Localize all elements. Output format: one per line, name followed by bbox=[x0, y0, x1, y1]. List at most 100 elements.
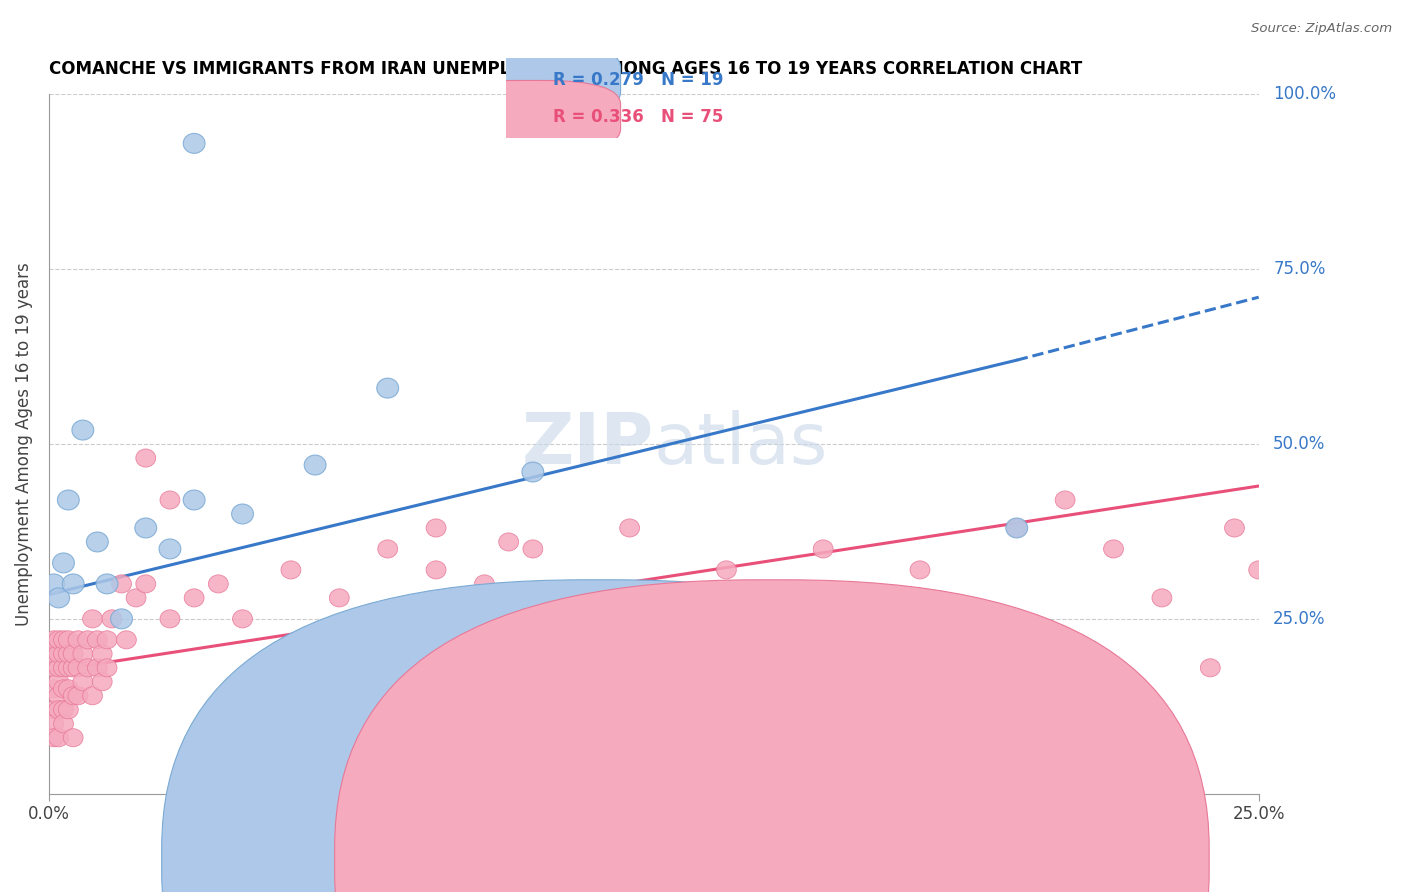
Ellipse shape bbox=[117, 631, 136, 648]
Ellipse shape bbox=[63, 687, 83, 705]
Ellipse shape bbox=[49, 673, 69, 690]
Ellipse shape bbox=[232, 504, 253, 524]
Ellipse shape bbox=[208, 574, 228, 593]
Ellipse shape bbox=[63, 645, 83, 663]
Ellipse shape bbox=[48, 588, 69, 607]
Text: 100.0%: 100.0% bbox=[1274, 86, 1336, 103]
Text: atlas: atlas bbox=[654, 409, 828, 478]
Ellipse shape bbox=[87, 659, 107, 677]
Ellipse shape bbox=[44, 680, 63, 698]
Ellipse shape bbox=[59, 701, 79, 719]
FancyBboxPatch shape bbox=[439, 80, 620, 153]
Ellipse shape bbox=[44, 729, 63, 747]
Ellipse shape bbox=[49, 659, 69, 677]
FancyBboxPatch shape bbox=[439, 44, 620, 116]
Ellipse shape bbox=[160, 491, 180, 509]
Ellipse shape bbox=[127, 589, 146, 607]
Ellipse shape bbox=[183, 490, 205, 510]
Ellipse shape bbox=[184, 589, 204, 607]
Ellipse shape bbox=[49, 701, 69, 719]
Ellipse shape bbox=[93, 673, 112, 690]
Ellipse shape bbox=[159, 539, 181, 559]
Text: Immigrants from Iran: Immigrants from Iran bbox=[808, 852, 986, 870]
Ellipse shape bbox=[44, 631, 63, 648]
Text: ZIP: ZIP bbox=[522, 409, 654, 478]
Ellipse shape bbox=[183, 134, 205, 153]
Ellipse shape bbox=[475, 574, 495, 593]
Text: Comanche: Comanche bbox=[640, 852, 728, 870]
Ellipse shape bbox=[789, 651, 810, 671]
Ellipse shape bbox=[53, 714, 73, 733]
Ellipse shape bbox=[73, 645, 93, 663]
Ellipse shape bbox=[59, 645, 79, 663]
Ellipse shape bbox=[53, 645, 73, 663]
Ellipse shape bbox=[53, 631, 73, 648]
Ellipse shape bbox=[73, 673, 93, 690]
Ellipse shape bbox=[232, 610, 253, 628]
Ellipse shape bbox=[620, 519, 640, 537]
Ellipse shape bbox=[136, 449, 156, 467]
Ellipse shape bbox=[136, 574, 156, 593]
Ellipse shape bbox=[67, 659, 89, 677]
Ellipse shape bbox=[59, 631, 79, 648]
Ellipse shape bbox=[63, 659, 83, 677]
Ellipse shape bbox=[135, 518, 156, 538]
Ellipse shape bbox=[44, 645, 63, 663]
Ellipse shape bbox=[378, 540, 398, 558]
Ellipse shape bbox=[523, 540, 543, 558]
Text: 25.0%: 25.0% bbox=[1274, 610, 1326, 628]
Ellipse shape bbox=[499, 533, 519, 551]
Ellipse shape bbox=[1007, 519, 1026, 537]
Ellipse shape bbox=[329, 589, 349, 607]
Ellipse shape bbox=[67, 631, 89, 648]
Ellipse shape bbox=[49, 645, 69, 663]
Ellipse shape bbox=[111, 574, 132, 593]
Ellipse shape bbox=[53, 701, 73, 719]
Ellipse shape bbox=[77, 659, 97, 677]
Ellipse shape bbox=[53, 659, 73, 677]
Ellipse shape bbox=[87, 631, 107, 648]
Ellipse shape bbox=[281, 561, 301, 579]
Ellipse shape bbox=[58, 490, 79, 510]
Ellipse shape bbox=[44, 659, 63, 677]
Ellipse shape bbox=[910, 561, 929, 579]
Ellipse shape bbox=[72, 420, 94, 440]
Ellipse shape bbox=[59, 659, 79, 677]
Ellipse shape bbox=[1152, 589, 1171, 607]
Ellipse shape bbox=[93, 645, 112, 663]
Ellipse shape bbox=[49, 729, 69, 747]
Ellipse shape bbox=[44, 701, 63, 719]
Ellipse shape bbox=[522, 462, 544, 482]
Ellipse shape bbox=[62, 574, 84, 594]
Ellipse shape bbox=[1249, 561, 1268, 579]
Ellipse shape bbox=[97, 631, 117, 648]
Ellipse shape bbox=[426, 519, 446, 537]
Ellipse shape bbox=[377, 378, 399, 398]
Text: 50.0%: 50.0% bbox=[1274, 435, 1326, 453]
Ellipse shape bbox=[44, 574, 65, 594]
Ellipse shape bbox=[44, 714, 63, 733]
Ellipse shape bbox=[83, 610, 103, 628]
Ellipse shape bbox=[53, 680, 73, 698]
Y-axis label: Unemployment Among Ages 16 to 19 years: Unemployment Among Ages 16 to 19 years bbox=[15, 262, 32, 626]
Ellipse shape bbox=[304, 455, 326, 475]
Ellipse shape bbox=[52, 553, 75, 573]
Ellipse shape bbox=[49, 631, 69, 648]
Ellipse shape bbox=[426, 561, 446, 579]
Ellipse shape bbox=[111, 609, 132, 629]
Ellipse shape bbox=[765, 589, 785, 607]
Ellipse shape bbox=[97, 659, 117, 677]
Text: R = 0.279   N = 19: R = 0.279 N = 19 bbox=[553, 70, 724, 88]
Ellipse shape bbox=[813, 540, 834, 558]
Ellipse shape bbox=[1005, 518, 1028, 538]
Ellipse shape bbox=[77, 631, 97, 648]
Ellipse shape bbox=[83, 687, 103, 705]
Ellipse shape bbox=[59, 680, 79, 698]
Text: Source: ZipAtlas.com: Source: ZipAtlas.com bbox=[1251, 22, 1392, 36]
Ellipse shape bbox=[103, 610, 122, 628]
Ellipse shape bbox=[67, 687, 89, 705]
Text: R = 0.336   N = 75: R = 0.336 N = 75 bbox=[553, 108, 723, 126]
Ellipse shape bbox=[86, 532, 108, 552]
Ellipse shape bbox=[96, 574, 118, 594]
Ellipse shape bbox=[49, 687, 69, 705]
